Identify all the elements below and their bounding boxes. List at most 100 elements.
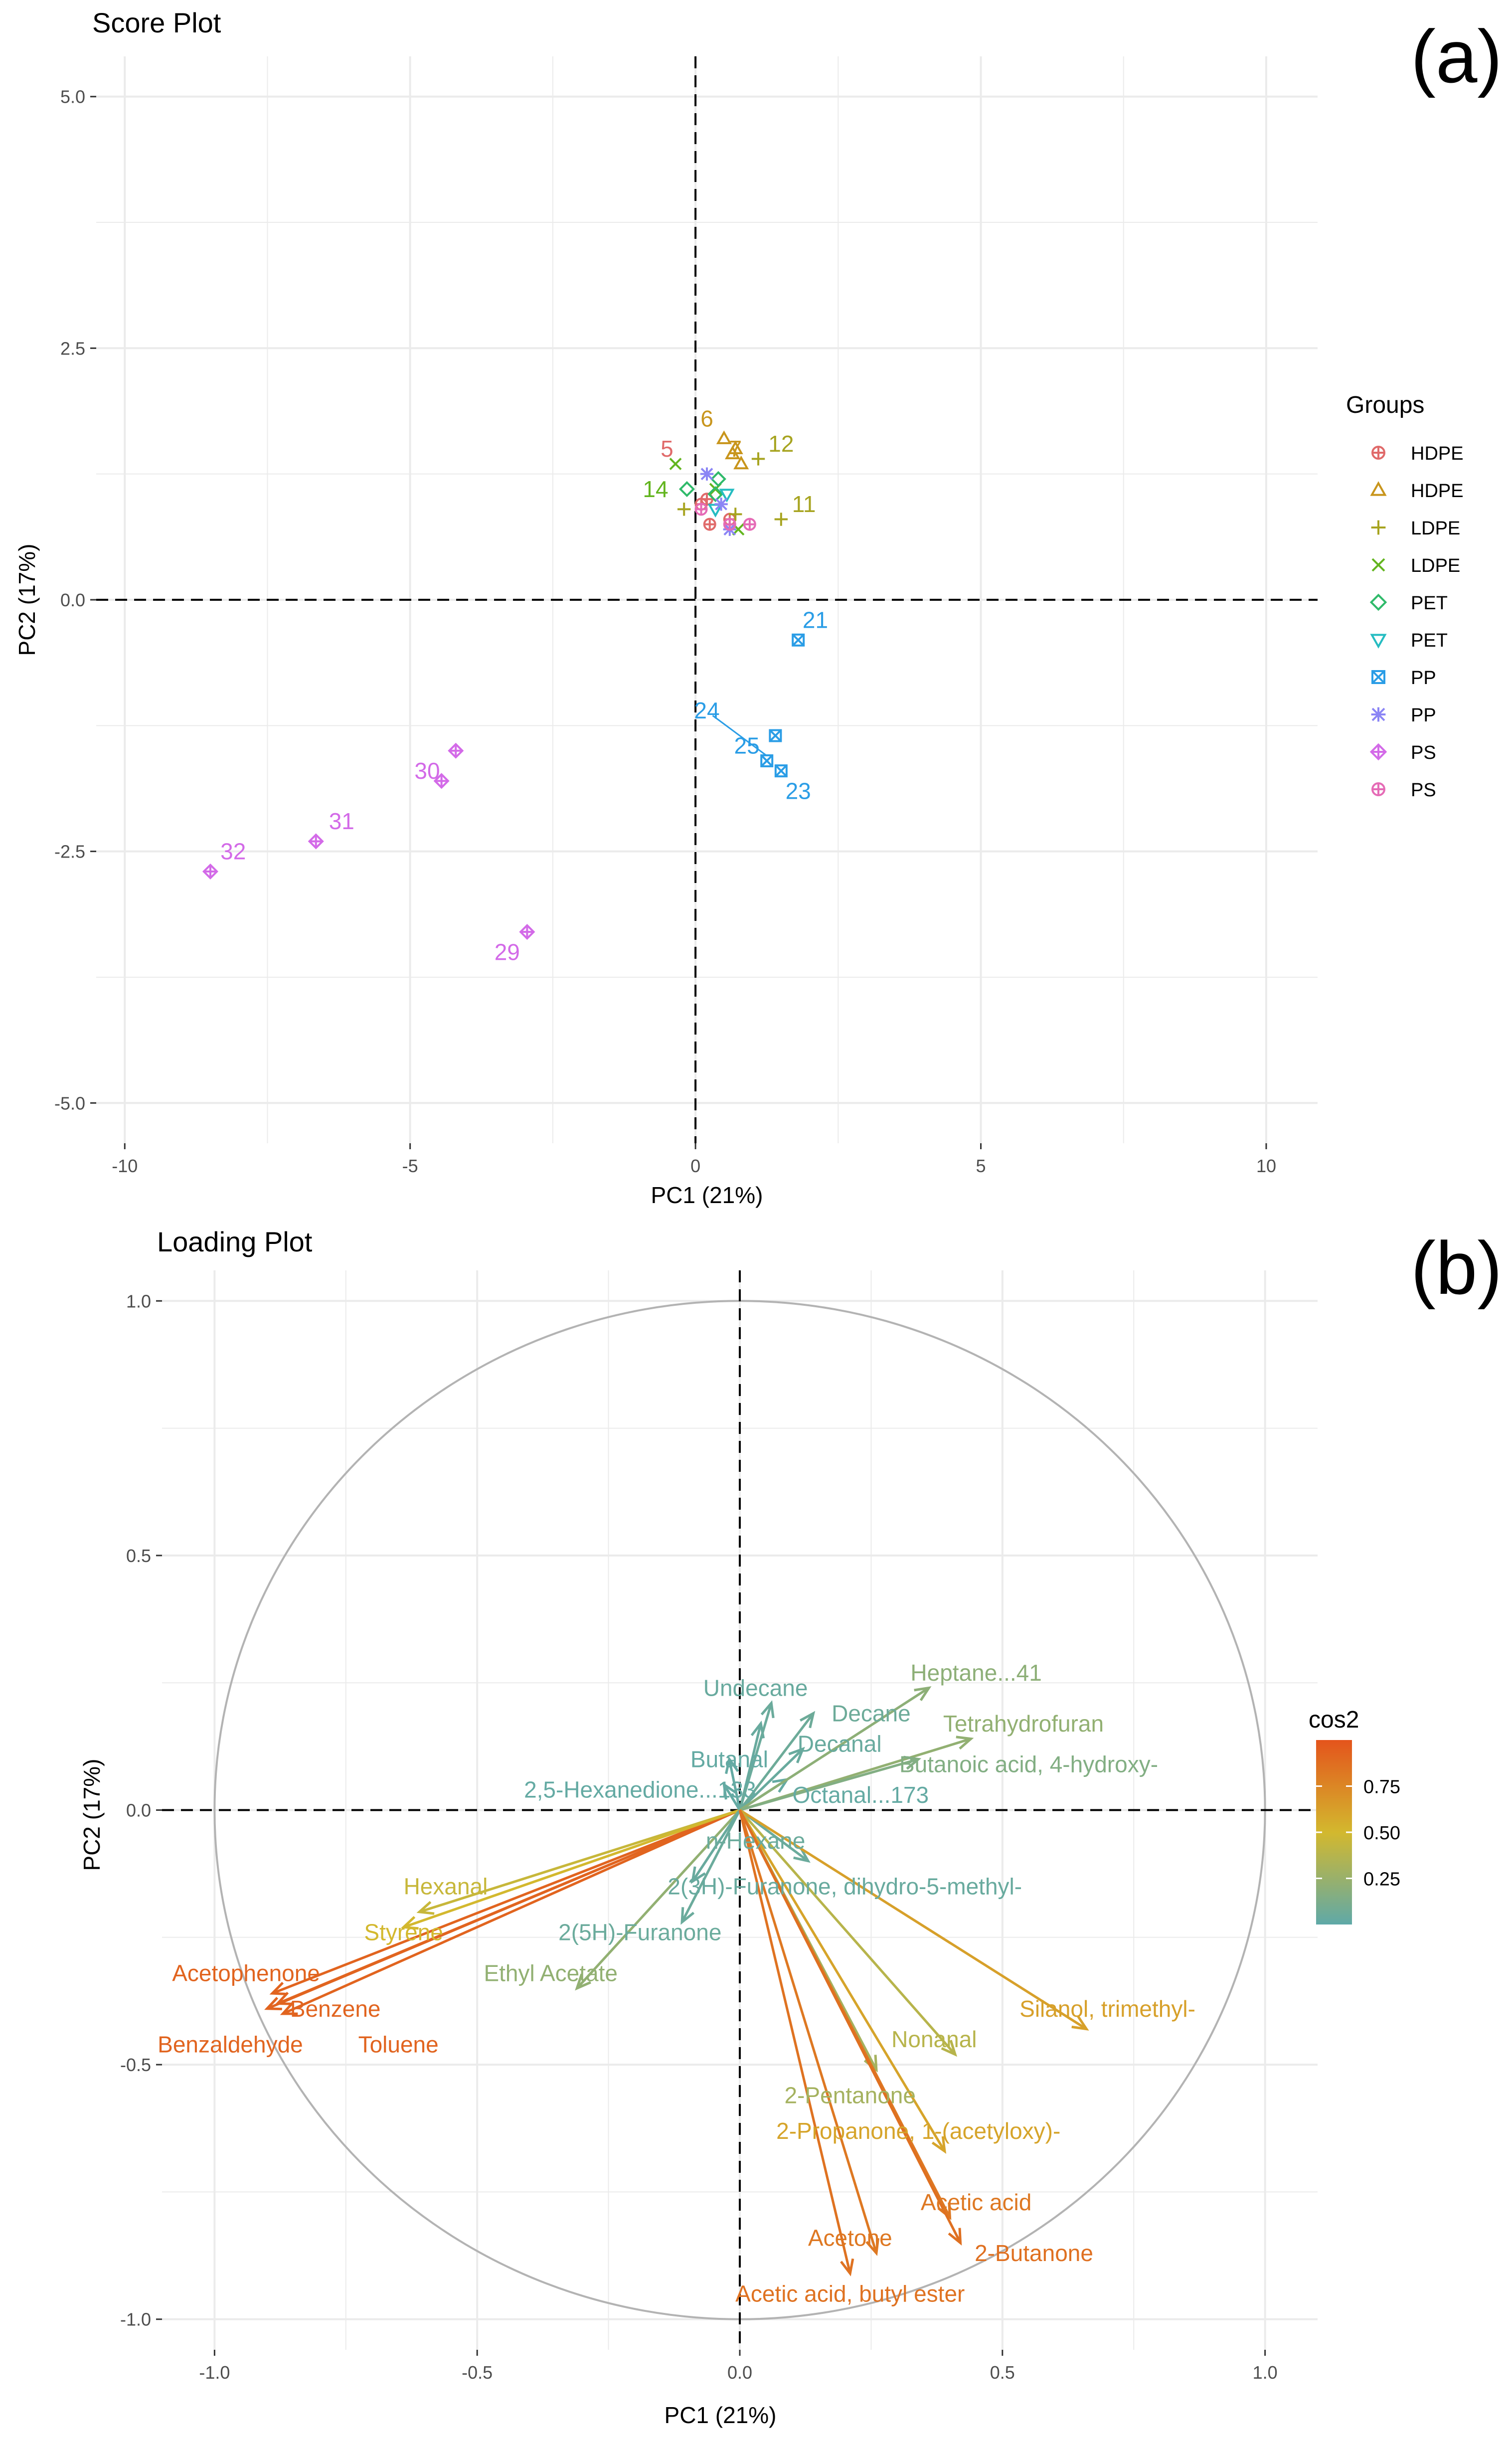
vector-label: n-Hexane (706, 1828, 805, 1854)
loading-vector (739, 1747, 805, 1811)
vector-label: Acetophenone (172, 1960, 320, 1986)
vector-line (272, 1809, 740, 1995)
y-tick-label: 0.0 (126, 1800, 151, 1821)
data-point (723, 518, 736, 531)
shape-d2 (792, 634, 805, 647)
loading-vector (690, 1809, 741, 1884)
vector-line (739, 1809, 956, 2056)
data-point (707, 486, 724, 503)
data-point (743, 518, 756, 531)
legend-label: PS (1411, 780, 1436, 801)
loading-vector (739, 1809, 958, 2057)
shape-triangle (716, 430, 732, 444)
y-tick-label: -2.5 (54, 842, 85, 862)
data-point (774, 513, 788, 526)
loading-ticks: -1.0 -0.5 0.0 0.5 1.0 1.0 0.5 0.0 -0.5 -1.0 (120, 1291, 1278, 2383)
legend-label: PP (1411, 668, 1436, 689)
x-tick-label: 0 (690, 1156, 700, 1176)
legend-key (1371, 446, 1385, 460)
point-label: 12 (768, 431, 794, 457)
shape-diamond (678, 481, 695, 497)
shape-square (760, 754, 774, 767)
vector-line (738, 1809, 946, 2152)
data-point (448, 742, 464, 759)
point-label: 24 (694, 698, 719, 723)
loading-vector (738, 1700, 775, 1811)
data-point (716, 430, 732, 444)
y-tick-label: 2.5 (60, 338, 85, 358)
legend-label: HDPE (1411, 443, 1464, 464)
legend-key (1369, 743, 1387, 761)
colorbar-tick-label: 0.25 (1363, 1869, 1400, 1890)
vector-line (738, 1809, 878, 2254)
data-point (714, 498, 728, 511)
vector-arrowhead (799, 1711, 816, 1729)
vector-label: Undecane (703, 1675, 808, 1701)
data-point (760, 754, 774, 767)
x-tick-label: 10 (1256, 1156, 1276, 1176)
loading-vector (738, 1809, 880, 2256)
groups-legend-title: Groups (1346, 392, 1424, 418)
loading-vector (738, 1809, 962, 2246)
loading-vector (575, 1809, 741, 1991)
legend-key (1370, 634, 1387, 649)
loading-plot-title: Loading Plot (157, 1226, 313, 1257)
panel-label-b: (b) (1411, 1226, 1502, 1310)
cos2-legend-title: cos2 (1309, 1707, 1359, 1733)
shape-d2 (775, 764, 788, 777)
loading-vector (739, 1755, 922, 1811)
vector-label: Silanol, trimethyl- (1019, 1996, 1195, 2022)
score-connectors (712, 714, 768, 757)
vector-label: Acetic acid (921, 2189, 1031, 2215)
loading-plot-panel: Loading Plot (b) -1.0 -0.5 0.0 0.5 1.0 1.0 0.5… (79, 1226, 1502, 2428)
vector-arrowhead (840, 2258, 854, 2276)
shape-triangle-down (719, 489, 735, 503)
loading-vector (680, 1809, 741, 1925)
shape-diamond (710, 471, 726, 487)
shape-square (769, 729, 782, 742)
panel-label-a: (a) (1411, 14, 1502, 98)
vector-arrowhead (793, 1847, 811, 1863)
legend-key (1371, 782, 1385, 796)
vector-arrowhead (680, 1907, 695, 1925)
vector-label: 2(3H)-Furanone, dihydro-5-methyl- (668, 1874, 1022, 1900)
data-point (202, 863, 219, 880)
data-point (769, 729, 782, 742)
colorbar-tick-label: 0.75 (1363, 1777, 1400, 1798)
legend-label: PP (1411, 705, 1436, 726)
y-tick-label: -5.0 (54, 1093, 85, 1113)
vector-arrowhead (416, 1901, 435, 1915)
legend-label: HDPE (1411, 481, 1464, 502)
vector-label: Octanal...173 (793, 1782, 929, 1808)
vector-arrowhead (941, 2040, 958, 2057)
x-tick-label: 0.5 (990, 2362, 1015, 2383)
vector-label: 2-Butanone (975, 2240, 1093, 2266)
data-point (677, 503, 691, 516)
shape-triangle (733, 455, 749, 470)
vector-label: Acetic acid, butyl ester (735, 2281, 965, 2307)
data-point (733, 455, 749, 470)
point-label: 32 (220, 839, 246, 865)
x-tick-label: 1.0 (1253, 2362, 1278, 2383)
shape-d2 (1371, 558, 1385, 572)
legend-label: PET (1411, 593, 1448, 614)
loading-vector (269, 1809, 740, 1996)
vector-line (738, 1809, 851, 2274)
vector-arrowhead (722, 1782, 737, 1800)
vector-label: 2-Propanone, 1-(acetyloxy)- (776, 2118, 1060, 2144)
legend-key (1369, 593, 1387, 611)
vector-line (403, 1809, 740, 1928)
loading-vector (400, 1809, 740, 1930)
vector-arrowhead (760, 1700, 775, 1719)
score-zero-lines (96, 56, 1318, 1143)
loading-vector (722, 1782, 741, 1811)
vector-arrowhead (1071, 2016, 1089, 2031)
vector-line (739, 1687, 930, 1811)
legend-key (1371, 670, 1385, 684)
loading-vector (738, 1809, 947, 2154)
data-point (308, 833, 324, 850)
data-point (433, 773, 450, 789)
vector-line (723, 1784, 741, 1811)
vector-line (728, 1758, 741, 1811)
vector-label: Hexanal (404, 1874, 488, 1900)
